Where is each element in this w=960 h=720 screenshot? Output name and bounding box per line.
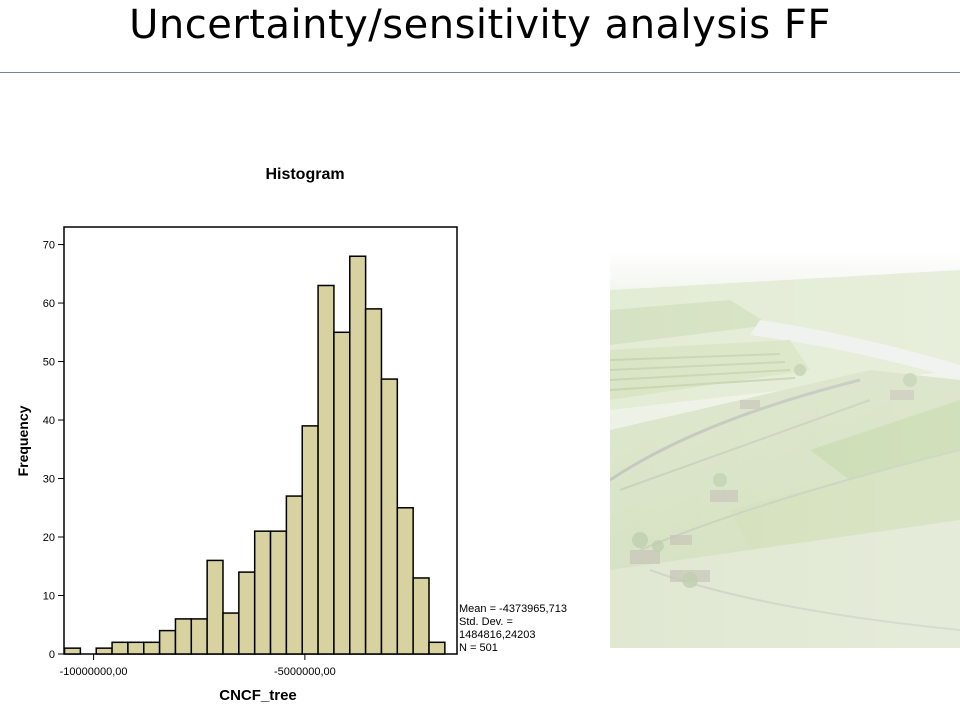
histogram-bar (190, 618, 208, 655)
y-tick-label: 70 (43, 240, 55, 252)
y-tick-label: 0 (49, 649, 55, 661)
aerial-landscape-photo (610, 250, 960, 648)
histogram-bar (428, 641, 446, 655)
x-axis-label: CNCF_tree (219, 687, 297, 704)
histogram-bar (301, 425, 319, 655)
chart-title: Histogram (265, 166, 345, 183)
histogram-bar (333, 331, 351, 655)
histogram-bar (158, 629, 177, 655)
stats-std-label: Std. Dev. = (459, 616, 513, 628)
stats-box: Mean = -4373965,713 Std. Dev. = 1484816,… (459, 603, 567, 655)
histogram-bar (127, 641, 145, 655)
stats-mean: Mean = -4373965,713 (459, 603, 567, 615)
histogram-bar (174, 618, 193, 655)
x-tick-label: -5000000,00 (274, 666, 336, 678)
histogram-bar (285, 495, 303, 655)
histogram-bar (206, 559, 224, 655)
histogram-bar (317, 284, 335, 655)
histogram-bar (364, 308, 383, 655)
stats-n: N = 501 (459, 642, 498, 654)
title-divider (0, 72, 960, 73)
histogram-bar (269, 530, 288, 655)
y-tick-label: 50 (43, 357, 55, 369)
histogram-bar (412, 577, 430, 655)
histogram-bar (111, 641, 129, 655)
stats-std-value: 1484816,24203 (459, 629, 536, 641)
y-tick-label: 60 (43, 298, 55, 310)
histogram-bar (396, 507, 414, 655)
x-tick-label: -10000000,00 (60, 666, 128, 678)
y-tick-label: 40 (43, 415, 55, 427)
histogram-bar (349, 255, 367, 655)
y-tick-label: 30 (43, 474, 55, 486)
histogram-bar (238, 571, 256, 655)
histogram-bar (63, 647, 82, 655)
histogram-bar (143, 641, 161, 655)
y-axis-label: Frequency (15, 405, 31, 476)
histogram-bar (222, 612, 240, 655)
histogram-bar (380, 378, 399, 655)
histogram-bar (95, 647, 113, 655)
slide-title: Uncertainty/sensitivity analysis FF (129, 2, 831, 48)
histogram-bar (253, 530, 272, 655)
y-tick-label: 20 (43, 532, 55, 544)
y-tick-label: 10 (43, 591, 55, 603)
